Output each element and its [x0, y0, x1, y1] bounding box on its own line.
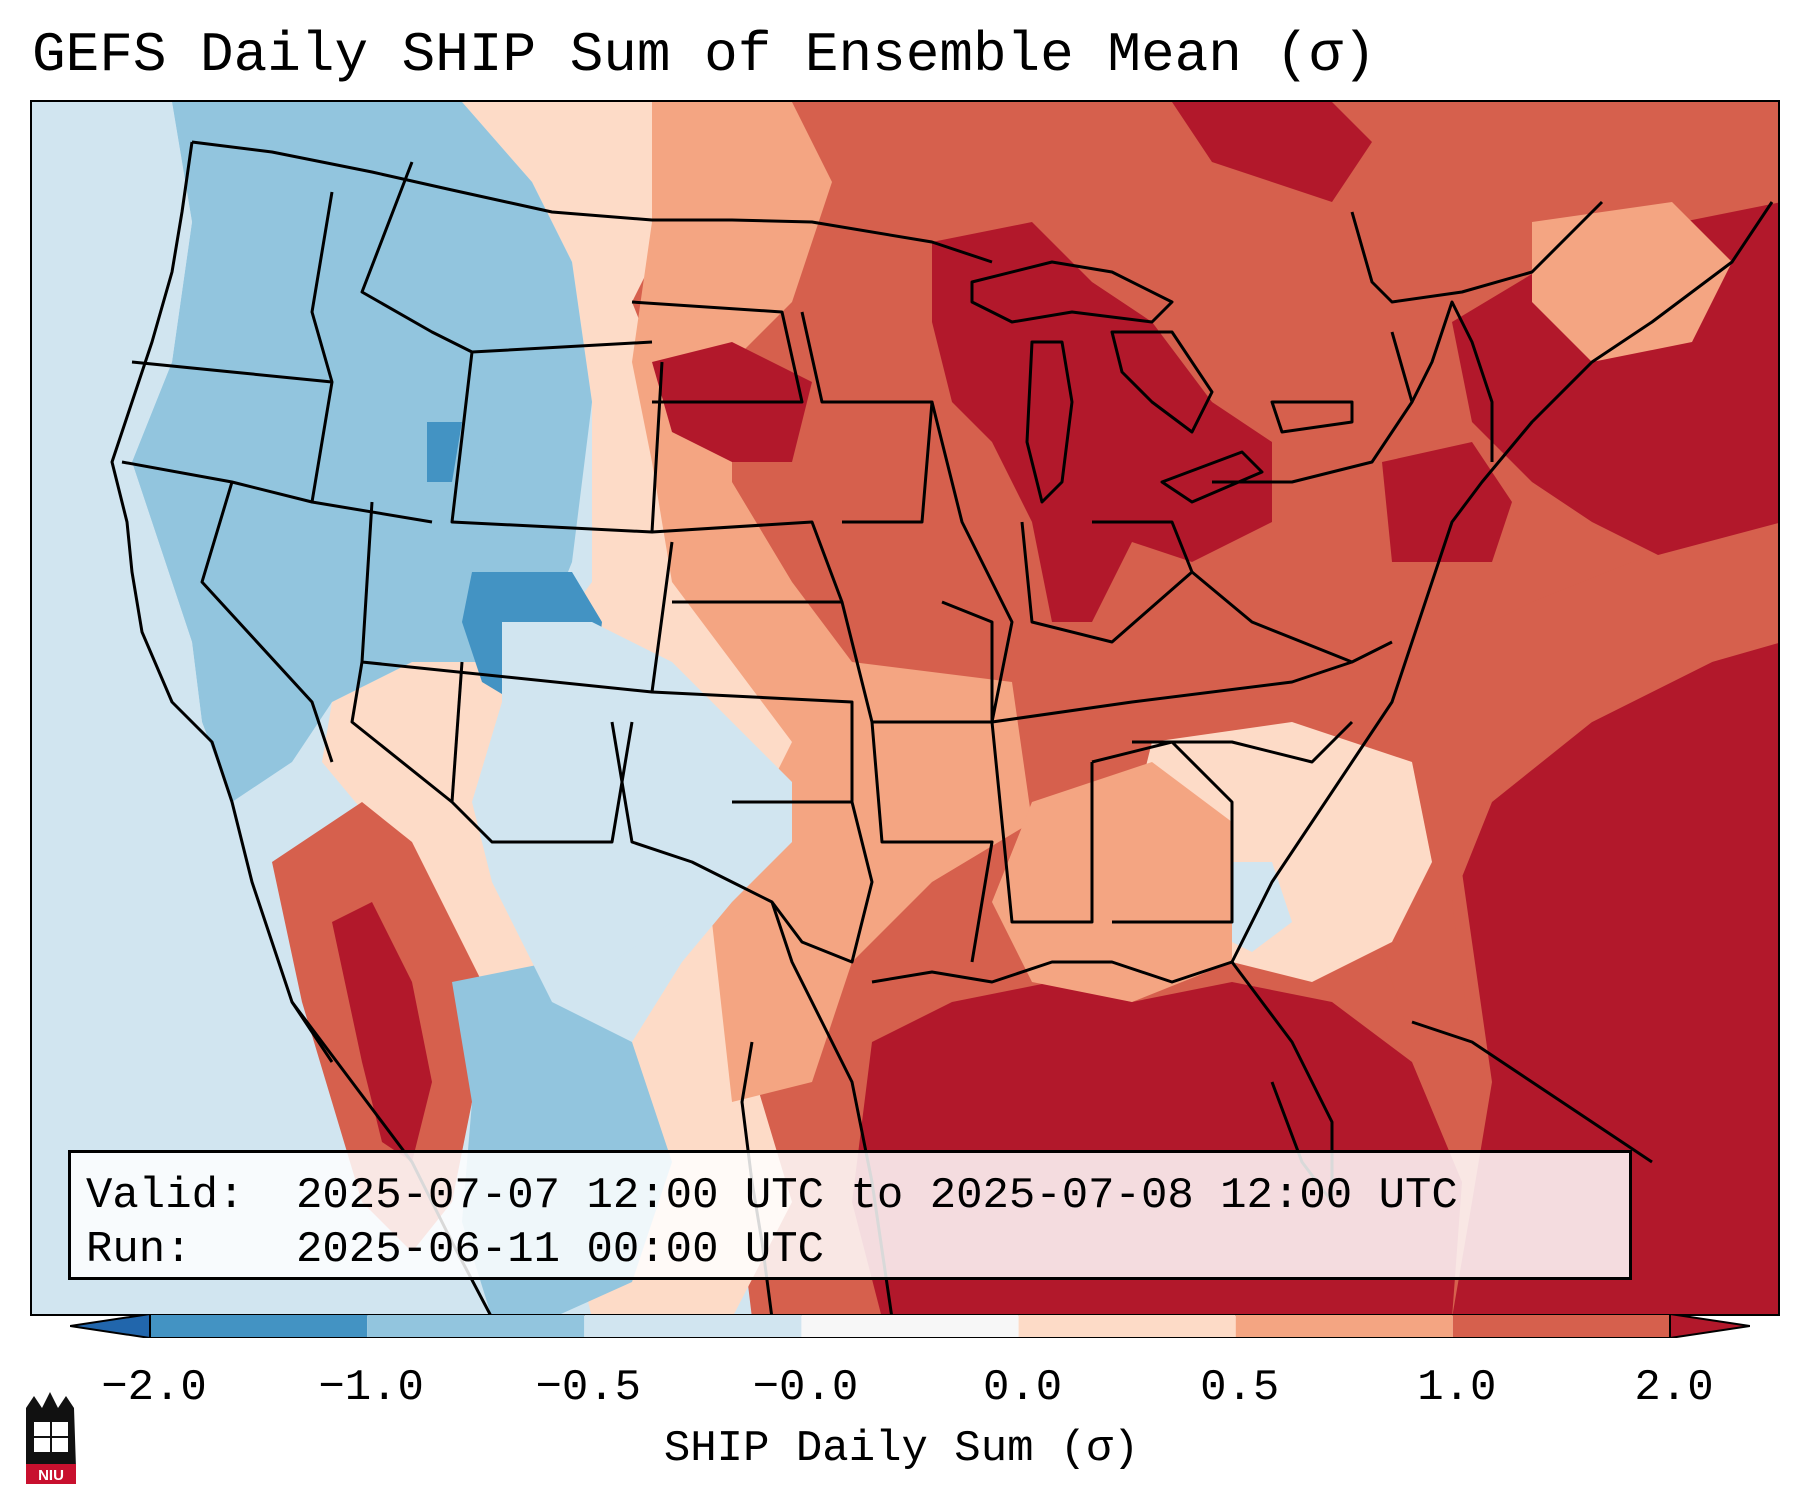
border-wi-il — [930, 401, 1014, 723]
lake-superior — [970, 260, 1174, 324]
colorbar-bin — [801, 1314, 1019, 1338]
colorbar-bin — [150, 1314, 368, 1338]
colorbar-bin — [1452, 1314, 1670, 1338]
field-strongpos-atlantic — [1452, 624, 1778, 1314]
colorbar-tick-label: 2.0 — [1634, 1363, 1714, 1413]
colorbar-bin — [584, 1314, 802, 1338]
coast-gulf-north — [871, 960, 1233, 984]
border-ne-states — [1410, 300, 1494, 462]
field-weakneg-coast — [32, 102, 292, 1314]
field-neg-id-spot — [427, 422, 462, 482]
border-ga — [1091, 740, 1234, 924]
border-mt — [360, 161, 653, 354]
niu-logo: NIU — [26, 1392, 76, 1484]
colorbar-tick-label: −0.5 — [535, 1363, 642, 1413]
colorbar-tick-label: −2.0 — [101, 1363, 207, 1413]
lake-ontario — [1270, 400, 1354, 434]
border-nc-sc — [1132, 720, 1354, 764]
border-wy — [450, 351, 664, 534]
border-canada-east — [1350, 200, 1604, 304]
lake-erie — [1160, 450, 1264, 504]
border-ms-al — [990, 721, 1094, 924]
border-pa-ny — [1212, 331, 1414, 484]
logo-text: NIU — [38, 1467, 64, 1484]
colorbar-label: SHIP Daily Sum (σ) — [663, 1424, 1140, 1474]
colorbar-bin — [1235, 1314, 1453, 1338]
valid-label: Valid: — [86, 1171, 245, 1221]
lake-huron — [1110, 330, 1214, 434]
field-strongpos-ontario — [1172, 102, 1372, 202]
colorbar-over-arrow — [1669, 1314, 1750, 1338]
valid-row: Valid: 2025-07-07 12:00 UTC to 2025-07-0… — [86, 1169, 1615, 1223]
colorbar-tick-label: 0.0 — [982, 1363, 1063, 1413]
border-nd-sd — [631, 300, 804, 404]
border-co-nm — [450, 661, 464, 803]
border-ar-la — [870, 721, 994, 963]
run-row: Run: 2025-06-11 00:00 UTC — [86, 1223, 1615, 1277]
map-panel: Valid: 2025-07-07 12:00 UTC to 2025-07-0… — [30, 100, 1780, 1316]
ship-map — [32, 102, 1778, 1314]
run-label: Run: — [86, 1225, 192, 1275]
colorbar — [70, 1314, 1750, 1338]
field-strongpos-gulfca — [332, 902, 432, 1162]
valid-run-box: Valid: 2025-07-07 12:00 UTC to 2025-07-0… — [68, 1150, 1632, 1280]
colorbar-bin — [367, 1314, 585, 1338]
coast-atlantic — [1230, 201, 1774, 963]
chart-title: GEFS Daily SHIP Sum of Ensemble Mean (σ) — [32, 23, 1377, 87]
lake-michigan — [1025, 340, 1074, 504]
field-weakneg-tx2 — [572, 662, 732, 962]
border-canada — [191, 140, 993, 264]
border-ks-ok — [651, 690, 854, 802]
run-value: 2025-06-11 00:00 UTC — [296, 1225, 825, 1275]
borders — [110, 140, 1774, 1314]
border-ut-co — [360, 501, 674, 694]
colorbar-tick-label: −0.0 — [752, 1363, 859, 1413]
colorbar-tick-label: 1.0 — [1417, 1363, 1497, 1413]
border-ne — [651, 520, 844, 604]
border-nv — [200, 481, 334, 763]
colorbar-bin — [1018, 1314, 1236, 1338]
border-va — [1191, 570, 1393, 664]
field-strongpos-pa — [1382, 442, 1512, 562]
colorbar-tick-label: −1.0 — [318, 1363, 424, 1413]
valid-value: 2025-07-07 12:00 UTC to 2025-07-08 12:00… — [296, 1171, 1458, 1221]
colorbar-under-arrow — [70, 1314, 151, 1338]
border-id — [310, 191, 433, 524]
field-weakpos-maritime — [1532, 202, 1732, 362]
field-pos-atlantic-band — [1372, 523, 1778, 1052]
border-ky-tn — [991, 660, 1353, 724]
border-wa-or — [131, 360, 333, 384]
coast-cuba — [1411, 1020, 1653, 1164]
coast-west — [110, 141, 334, 1063]
border-az-nm — [350, 661, 634, 844]
colorbar-tick-label: 0.5 — [1200, 1363, 1280, 1413]
border-tx — [610, 721, 874, 964]
colorbar-bins — [149, 1314, 1671, 1338]
border-in-oh — [1020, 520, 1194, 644]
field-modpos-southeast — [992, 762, 1232, 1002]
